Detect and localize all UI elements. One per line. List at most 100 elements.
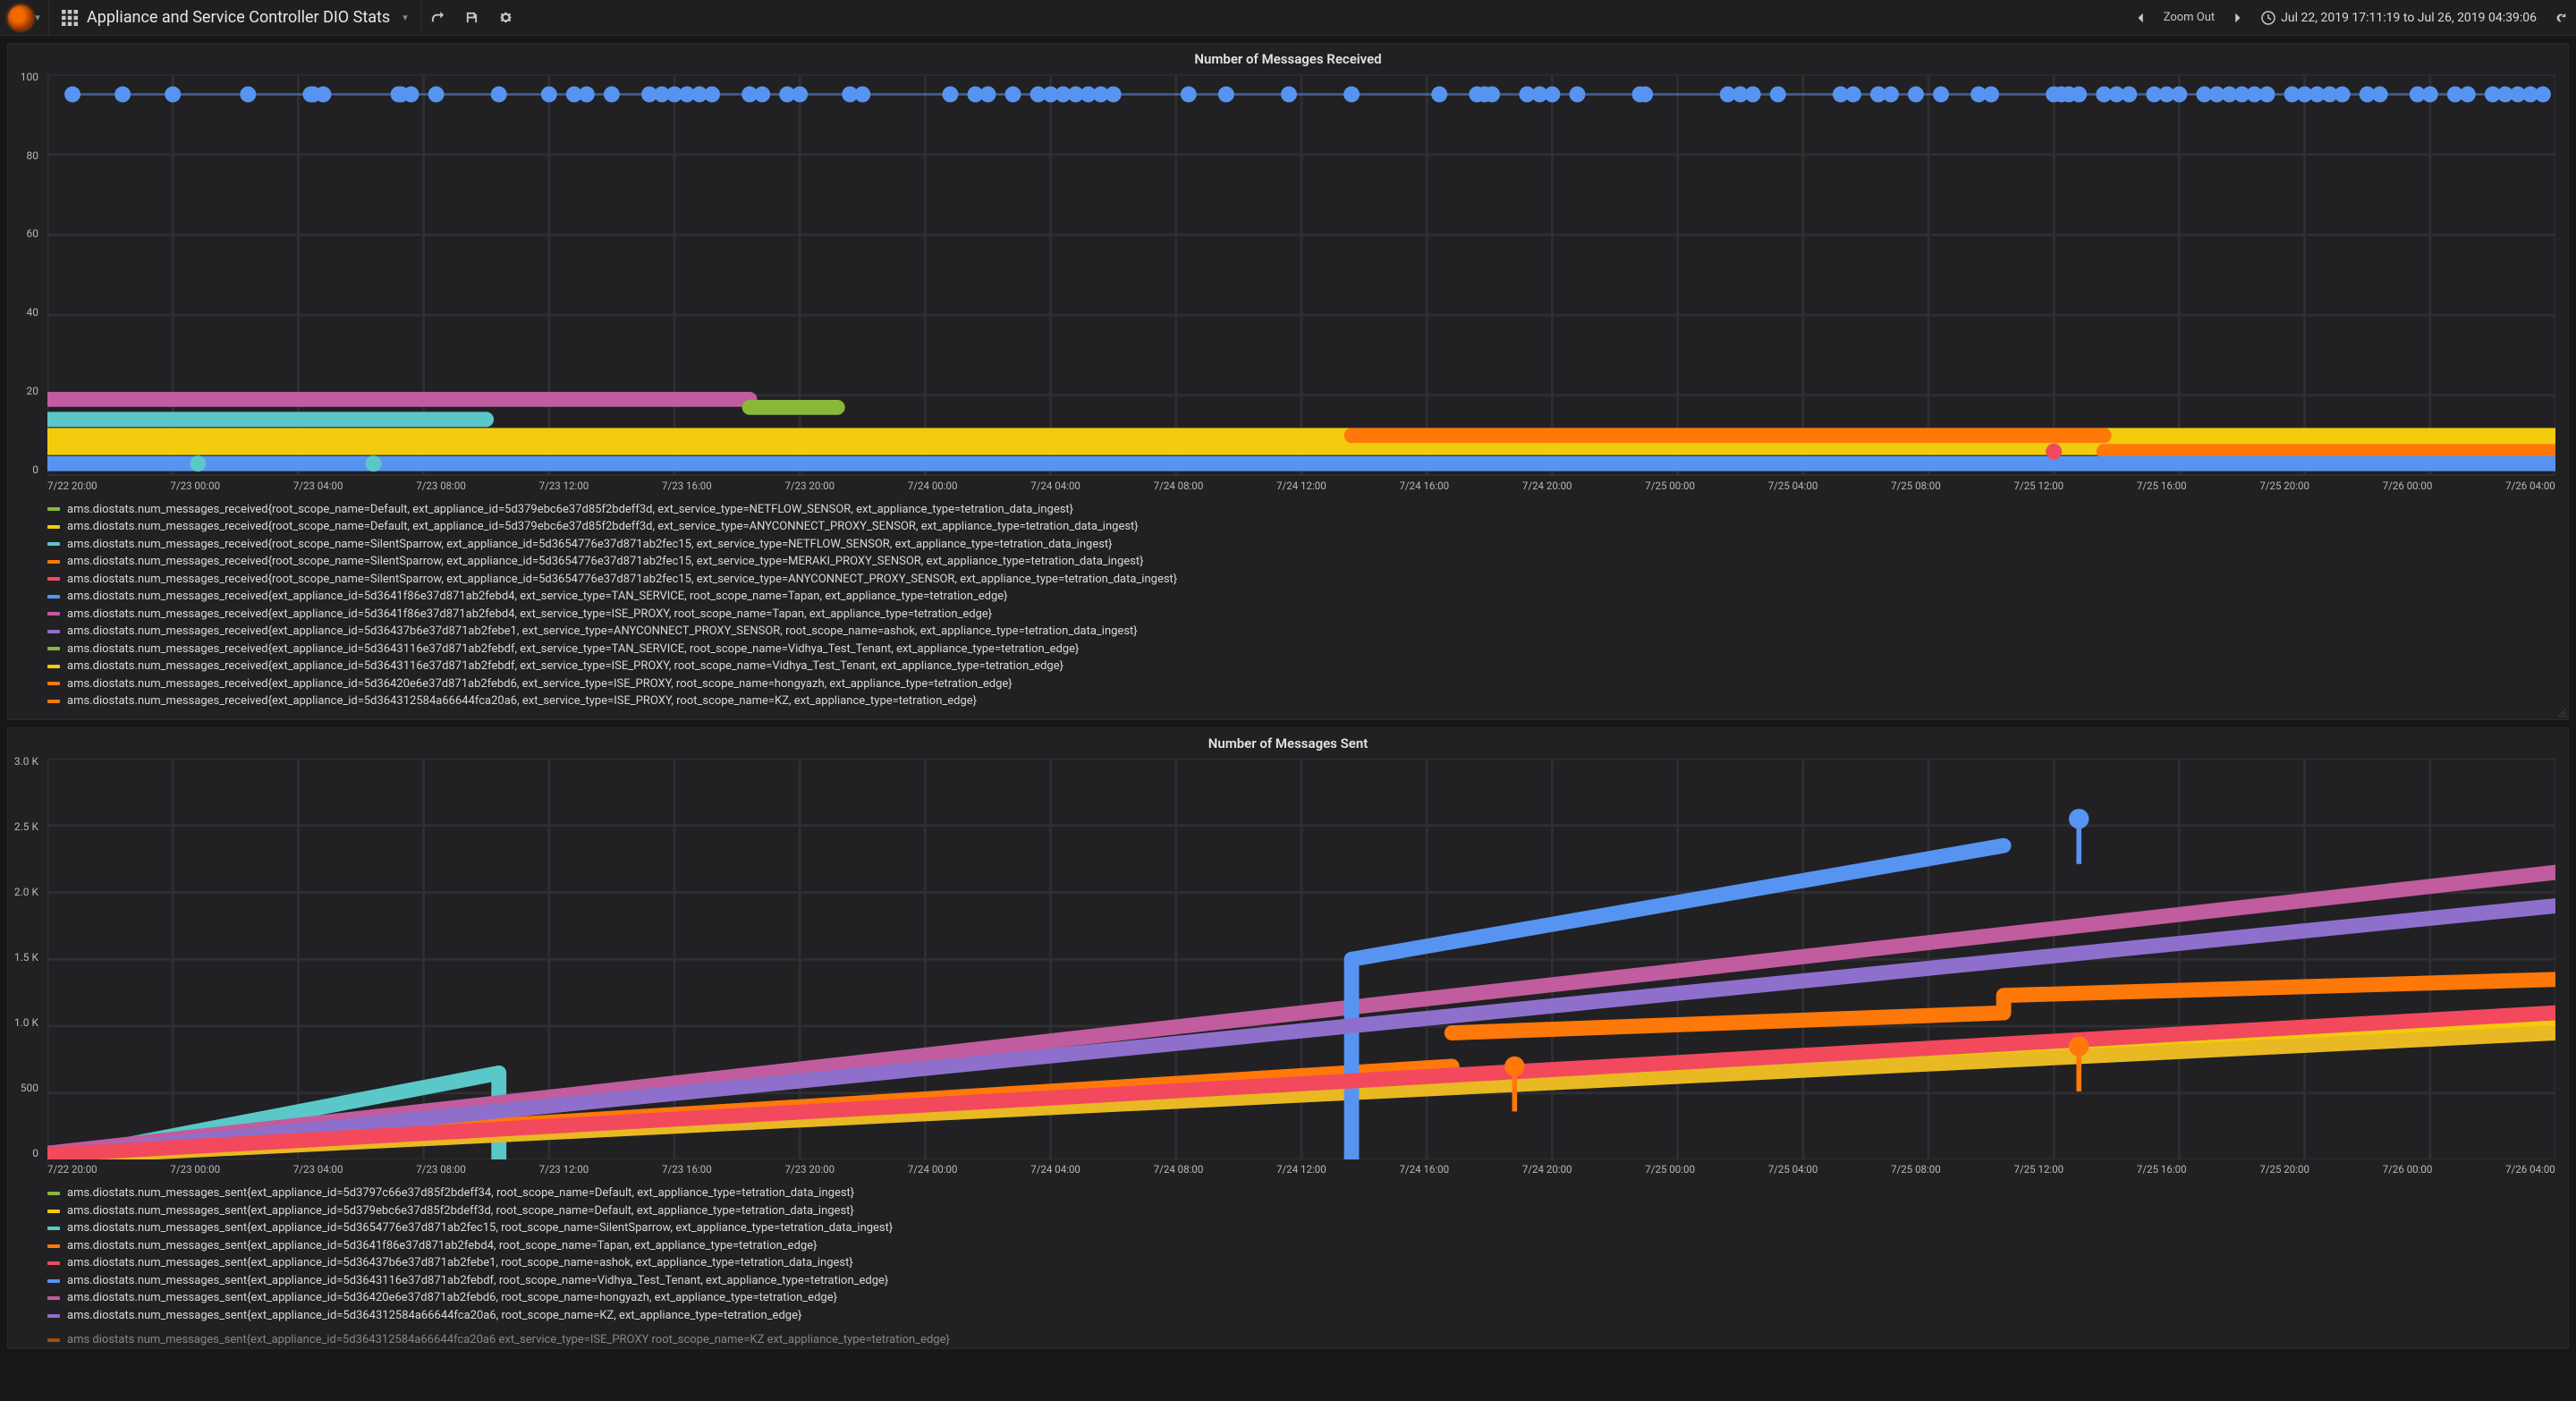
legend-row[interactable]: ams.diostats.num_messages_received{ext_a… — [47, 606, 2555, 624]
legend-row[interactable]: ams.diostats.num_messages_sent{ext_appli… — [47, 1307, 2555, 1325]
x-tick: 7/25 00:00 — [1645, 1163, 1695, 1176]
legend-row[interactable]: ams.diostats.num_messages_received{ext_a… — [47, 692, 2555, 710]
legend-swatch — [47, 1296, 60, 1300]
legend-swatch — [47, 700, 60, 703]
x-tick: 7/25 08:00 — [1891, 1163, 1941, 1176]
legend-row[interactable]: ams.diostats.num_messages_received{root_… — [47, 553, 2555, 571]
x-tick: 7/25 00:00 — [1645, 480, 1695, 492]
legend-row[interactable]: ams.diostats.num_messages_sent{ext_appli… — [47, 1202, 2555, 1220]
save-icon — [465, 11, 479, 24]
dashboard-picker[interactable]: Appliance and Service Controller DIO Sta… — [49, 0, 421, 36]
legend-swatch — [47, 1244, 60, 1248]
legend-swatch — [47, 630, 60, 633]
y-tick: 40 — [8, 306, 44, 318]
legend-row[interactable]: ams.diostats.num_messages_sent{ext_appli… — [47, 1184, 2555, 1202]
x-tick: 7/25 04:00 — [1768, 480, 1818, 492]
x-tick: 7/26 04:00 — [2505, 480, 2555, 492]
resize-handle-icon[interactable] — [2557, 709, 2566, 717]
x-tick: 7/23 00:00 — [170, 1163, 220, 1176]
dashboard-title: Appliance and Service Controller DIO Sta… — [87, 8, 390, 27]
refresh-button[interactable] — [2546, 0, 2576, 36]
legend-row[interactable]: ams.diostats.num_messages_sent{ext_appli… — [47, 1254, 2555, 1272]
panel-title: Number of Messages Received — [8, 44, 2568, 71]
save-button[interactable] — [455, 0, 489, 36]
legend-row[interactable]: ams.diostats.num_messages_received{ext_a… — [47, 588, 2555, 606]
legend: ams.diostats.num_messages_sent{ext_appli… — [8, 1181, 2568, 1333]
time-back-button[interactable] — [2126, 0, 2157, 36]
legend-row[interactable]: ams.diostats.num_messages_sent{ext_appli… — [47, 1219, 2555, 1237]
x-tick: 7/24 12:00 — [1276, 1163, 1326, 1176]
x-tick: 7/25 16:00 — [2137, 1163, 2187, 1176]
legend-swatch — [47, 507, 60, 511]
time-range-picker[interactable]: Jul 22, 2019 17:11:19 to Jul 26, 2019 04… — [2252, 11, 2546, 25]
x-axis: 7/22 20:00 7/23 00:00 7/23 04:00 7/23 08:00… — [8, 1159, 2568, 1181]
legend-row[interactable]: ams.diostats.num_messages_sent{ext_appli… — [47, 1289, 2555, 1307]
legend-row[interactable]: ams.diostats.num_messages_received{root_… — [47, 571, 2555, 589]
x-tick: 7/25 12:00 — [2014, 480, 2064, 492]
legend-row[interactable]: ams.diostats.num_messages_received{ext_a… — [47, 623, 2555, 641]
legend: ams.diostats.num_messages_received{root_… — [8, 497, 2568, 719]
legend-row[interactable]: ams.diostats.num_messages_received{root_… — [47, 501, 2555, 519]
chevron-down-icon: ▾ — [402, 12, 408, 23]
legend-swatch — [47, 682, 60, 685]
legend-swatch — [47, 1210, 60, 1213]
legend-label: ams.diostats.num_messages_received{ext_a… — [67, 675, 1013, 693]
y-tick: 80 — [8, 149, 44, 162]
x-tick: 7/23 08:00 — [416, 1163, 466, 1176]
x-tick: 7/23 20:00 — [784, 1163, 835, 1176]
legend-label: ams.diostats.num_messages_received{root_… — [67, 553, 1144, 571]
x-tick: 7/23 20:00 — [784, 480, 835, 492]
legend-row[interactable]: ams.diostats.num_messages_received{ext_a… — [47, 675, 2555, 693]
legend-label: ams diostats num_messages_sent{ext_appli… — [67, 1333, 950, 1346]
topbar: ▾ Appliance and Service Controller DIO S… — [0, 0, 2576, 36]
legend-swatch — [47, 560, 60, 564]
y-axis: 100806040200 — [8, 71, 44, 476]
share-button[interactable] — [421, 0, 455, 36]
y-tick: 1.0 K — [8, 1016, 44, 1029]
x-tick: 7/23 16:00 — [662, 1163, 712, 1176]
settings-button[interactable] — [489, 0, 523, 36]
legend-label: ams.diostats.num_messages_received{root_… — [67, 518, 1139, 536]
chart-area[interactable]: 100806040200 — [8, 71, 2568, 476]
legend-row[interactable]: ams.diostats.num_messages_received{root_… — [47, 518, 2555, 536]
dashboard-icon — [62, 10, 78, 26]
legend-swatch — [47, 1261, 60, 1265]
x-tick: 7/23 12:00 — [539, 1163, 589, 1176]
legend-row[interactable]: ams.diostats.num_messages_received{ext_a… — [47, 658, 2555, 675]
x-tick: 7/24 12:00 — [1276, 480, 1326, 492]
gear-icon — [499, 11, 513, 24]
time-forward-button[interactable] — [2222, 0, 2252, 36]
x-tick: 7/23 04:00 — [293, 480, 343, 492]
x-tick: 7/25 16:00 — [2137, 480, 2187, 492]
y-tick: 1.5 K — [8, 951, 44, 964]
chevron-left-icon — [2135, 12, 2148, 24]
legend-row[interactable]: ams.diostats.num_messages_sent{ext_appli… — [47, 1237, 2555, 1255]
x-tick: 7/22 20:00 — [47, 1163, 97, 1176]
grafana-swirl-icon — [8, 5, 33, 30]
legend-swatch — [47, 1338, 60, 1342]
legend-label: ams.diostats.num_messages_sent{ext_appli… — [67, 1184, 854, 1202]
y-tick: 500 — [8, 1082, 44, 1094]
legend-row[interactable]: ams.diostats.num_messages_sent{ext_appli… — [47, 1272, 2555, 1290]
x-tick: 7/23 04:00 — [293, 1163, 343, 1176]
y-tick: 2.5 K — [8, 820, 44, 833]
legend-label: ams.diostats.num_messages_received{root_… — [67, 571, 1177, 589]
x-tick: 7/25 08:00 — [1891, 480, 1941, 492]
panel-title: Number of Messages Sent — [8, 728, 2568, 755]
x-tick: 7/24 04:00 — [1030, 1163, 1080, 1176]
x-tick: 7/24 20:00 — [1522, 480, 1572, 492]
zoom-out-button[interactable]: Zoom Out — [2157, 0, 2222, 36]
legend-swatch — [47, 1192, 60, 1195]
legend-row[interactable]: ams.diostats.num_messages_received{root_… — [47, 536, 2555, 554]
x-tick: 7/24 00:00 — [908, 1163, 958, 1176]
grafana-logo[interactable]: ▾ — [0, 0, 49, 36]
x-tick: 7/24 08:00 — [1154, 480, 1204, 492]
legend-row[interactable]: ams.diostats.num_messages_received{ext_a… — [47, 641, 2555, 658]
legend-swatch — [47, 1227, 60, 1230]
share-icon — [431, 11, 445, 24]
panel-messages-received: Number of Messages Received 100806040200… — [7, 43, 2569, 720]
legend-label: ams.diostats.num_messages_sent{ext_appli… — [67, 1237, 818, 1255]
chart-area[interactable]: 3.0 K2.5 K2.0 K1.5 K1.0 K5000 — [8, 755, 2568, 1160]
legend-swatch — [47, 612, 60, 616]
legend-label: ams.diostats.num_messages_received{ext_a… — [67, 588, 1008, 606]
